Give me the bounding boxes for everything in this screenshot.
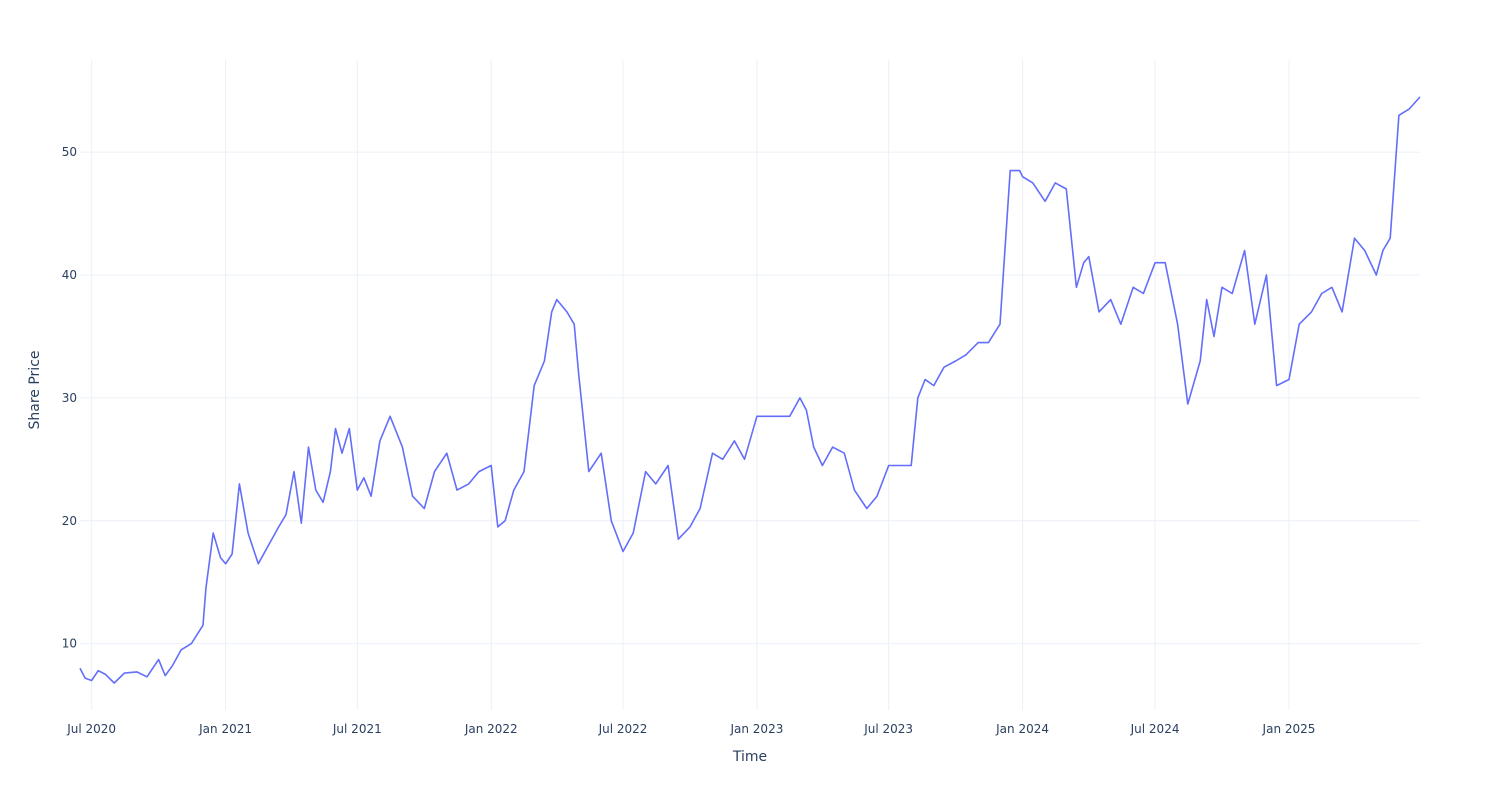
x-tick-label: Jul 2023 xyxy=(863,722,913,736)
x-tick-label: Jul 2024 xyxy=(1130,722,1180,736)
x-tick-label: Jan 2025 xyxy=(1262,722,1316,736)
y-tick-label: 30 xyxy=(62,391,77,405)
y-axis-ticks: 10 20 30 40 50 xyxy=(62,145,77,650)
x-tick-label: Jul 2021 xyxy=(332,722,382,736)
x-axis-ticks: Jul 2020 Jan 2021 Jul 2021 Jan 2022 Jul 2022… xyxy=(66,722,1315,736)
x-tick-label: Jan 2023 xyxy=(729,722,783,736)
share-price-line xyxy=(79,96,1421,684)
series-layer xyxy=(79,96,1421,684)
x-tick-label: Jan 2021 xyxy=(198,722,252,736)
x-axis-title: Time xyxy=(732,749,767,765)
x-tick-label: Jul 2020 xyxy=(66,722,116,736)
x-tick-label: Jan 2024 xyxy=(995,722,1049,736)
y-tick-label: 20 xyxy=(62,514,77,528)
y-tick-label: 40 xyxy=(62,268,77,282)
x-tick-label: Jan 2022 xyxy=(464,722,518,736)
y-tick-label: 10 xyxy=(62,637,77,651)
x-tick-label: Jul 2022 xyxy=(598,722,648,736)
y-tick-label: 50 xyxy=(62,145,77,159)
y-axis-title: Share Price xyxy=(27,350,43,429)
grid-lines xyxy=(80,60,1420,710)
